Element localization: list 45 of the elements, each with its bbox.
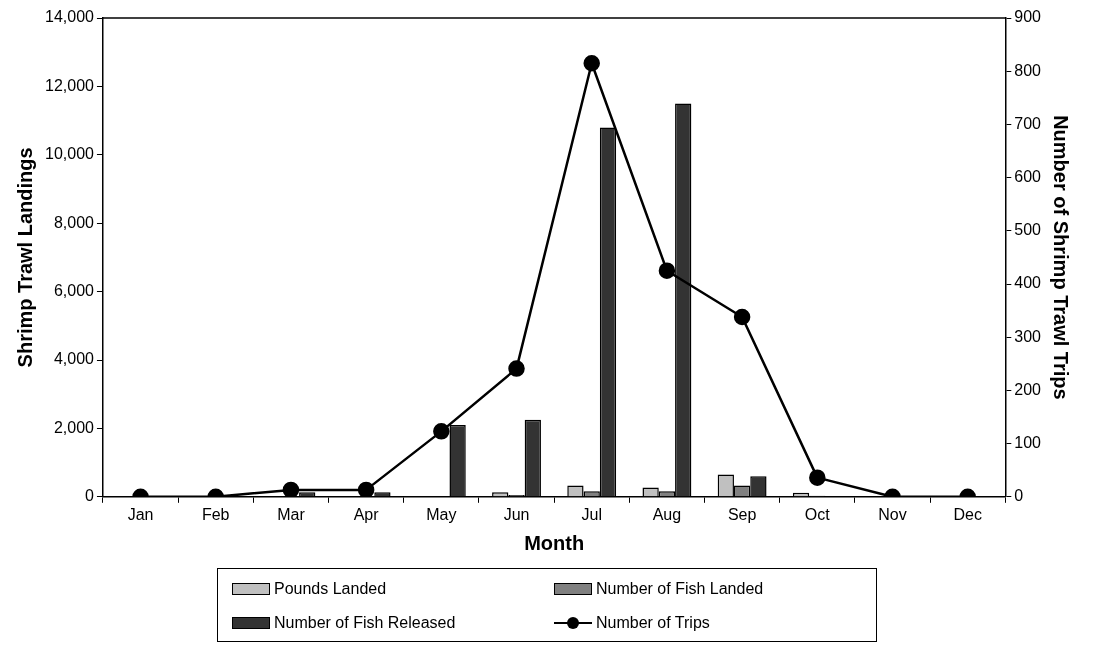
x-tick-label: Jan: [127, 505, 154, 523]
point: [433, 423, 450, 440]
y-tick-label: 12,000: [45, 76, 95, 94]
legend-label: Pounds Landed: [274, 580, 387, 598]
x-axis-title: Month: [524, 531, 585, 554]
y2-tick-label: 300: [1014, 327, 1042, 345]
y2-axis-title: Number of Shrimp Trawl Trips: [1050, 115, 1073, 400]
legend-label: Number of Fish Released: [274, 614, 456, 632]
x-tick-label: Dec: [953, 505, 982, 523]
y-axis-title: Shrimp Trawl Landings: [13, 147, 36, 368]
y2-tick-label: 400: [1014, 274, 1042, 292]
point: [658, 262, 676, 279]
y2-tick-label: 700: [1014, 114, 1042, 132]
y2-tick-label: 900: [1014, 8, 1042, 26]
y-tick-label: 14,000: [45, 8, 95, 26]
x-tick-label: May: [426, 505, 457, 523]
y-tick-label: 6,000: [53, 282, 95, 300]
legend-label: Number of Fish Landed: [596, 580, 764, 598]
y2-tick-label: 0: [1014, 487, 1024, 505]
y2-tick-label: 100: [1014, 434, 1042, 452]
point: [282, 481, 300, 497]
y2-tick-label: 800: [1014, 61, 1042, 79]
x-tick-label: Nov: [878, 505, 907, 523]
x-tick-label: Jun: [503, 505, 530, 523]
point: [357, 481, 375, 497]
point: [809, 469, 826, 486]
x-tick-label: Mar: [277, 505, 306, 523]
y-tick-label: 0: [85, 487, 95, 505]
point: [583, 54, 600, 72]
x-tick-label: Aug: [652, 505, 682, 523]
y-tick-label: 2,000: [53, 418, 95, 436]
legend-label: Number of Trips: [596, 614, 710, 632]
x-tick-label: Jul: [581, 505, 602, 523]
point: [508, 360, 525, 377]
y2-tick-label: 200: [1014, 380, 1042, 398]
x-tick-label: Sep: [727, 505, 757, 523]
y2-tick-label: 600: [1014, 168, 1042, 186]
x-tick-label: Apr: [353, 505, 380, 523]
y-tick-label: 4,000: [53, 350, 95, 368]
y-tick-label: 10,000: [45, 145, 95, 163]
point: [733, 308, 751, 326]
y-tick-label: 8,000: [53, 213, 95, 231]
x-tick-label: Feb: [201, 505, 230, 523]
y2-tick-label: 500: [1014, 221, 1042, 239]
x-tick-label: Oct: [804, 505, 831, 523]
